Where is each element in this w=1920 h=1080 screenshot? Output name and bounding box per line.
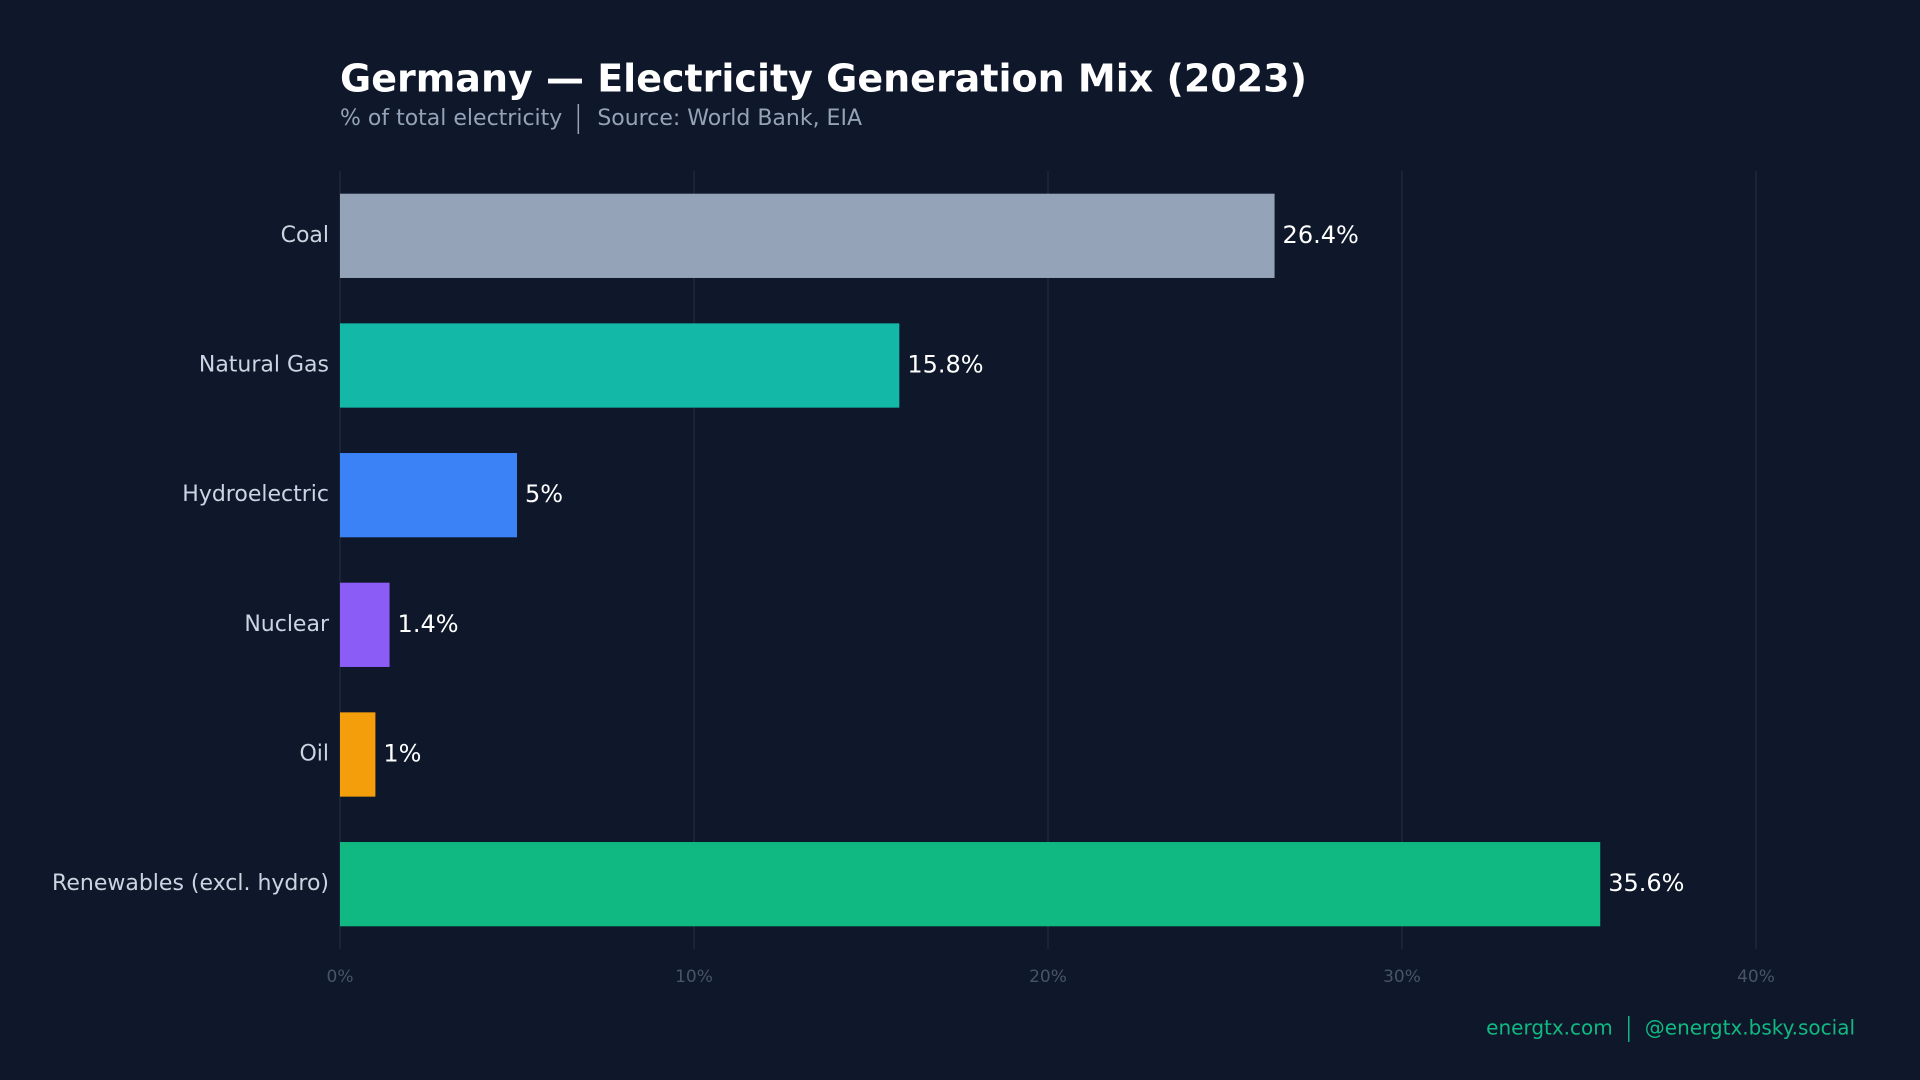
value-label: 35.6%: [1608, 869, 1684, 897]
bars: Coal 26.4% Natural Gas 15.8% Hydroelectric 5%…: [52, 193, 1684, 927]
footer-handle: @energtx.bsky.social: [1645, 1016, 1855, 1040]
chart-source: Source: World Bank, EIA: [597, 106, 862, 131]
bar: [340, 842, 1601, 927]
x-tick-label: 20%: [1029, 967, 1067, 987]
y-tick-label: Coal: [281, 223, 329, 248]
footer-site: energtx.com: [1486, 1016, 1613, 1040]
y-tick-label: Nuclear: [244, 612, 330, 637]
x-tick-label: 0%: [327, 967, 354, 987]
bar: [340, 582, 390, 667]
y-tick-label: Oil: [299, 742, 329, 767]
bar: [340, 323, 900, 408]
y-tick-label: Hydroelectric: [182, 482, 329, 507]
bar: [340, 453, 517, 538]
chart-title: Germany — Electricity Generation Mix (20…: [340, 57, 1307, 101]
x-tick-label: 40%: [1737, 967, 1775, 987]
value-label: 1%: [383, 740, 421, 768]
grid: 0% 10% 20% 30% 40%: [327, 171, 1775, 987]
bar: [340, 712, 376, 797]
value-label: 5%: [525, 480, 563, 508]
y-tick-label: Natural Gas: [199, 353, 329, 378]
x-tick-label: 10%: [675, 967, 713, 987]
chart-subtitle: % of total electricity: [340, 106, 562, 131]
value-label: 26.4%: [1283, 221, 1359, 249]
value-label: 15.8%: [907, 351, 983, 379]
value-label: 1.4%: [398, 610, 459, 638]
y-tick-label: Renewables (excl. hydro): [52, 871, 329, 896]
x-tick-label: 30%: [1383, 967, 1421, 987]
bar: [340, 193, 1275, 278]
